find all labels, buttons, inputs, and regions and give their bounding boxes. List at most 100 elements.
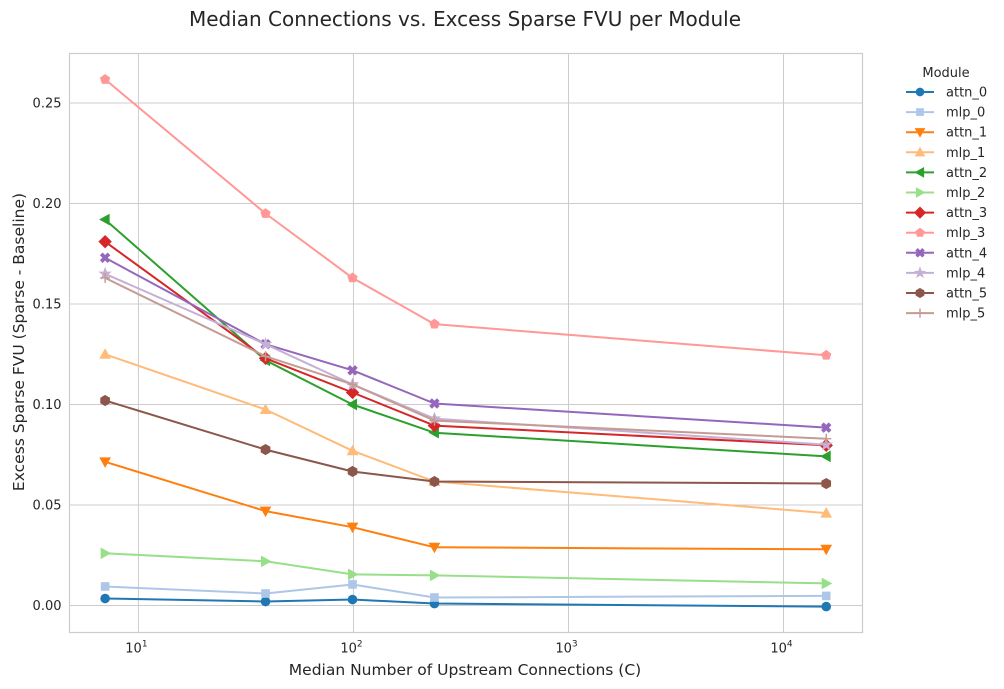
y-tick-label: 0.15 [33, 297, 62, 312]
data-point [261, 589, 270, 598]
x-tick-label: 103 [555, 640, 577, 657]
legend-label: attn_5 [946, 287, 987, 302]
data-point [347, 272, 358, 283]
legend-label: mlp_4 [946, 266, 985, 281]
data-point [259, 506, 272, 518]
data-point [821, 477, 832, 490]
series-attn-2 [99, 213, 831, 463]
series-line [104, 256, 827, 429]
data-point [100, 394, 110, 407]
legend-label: attn_0 [946, 86, 987, 101]
data-point [260, 208, 271, 218]
legend-item: mlp_5 [906, 307, 985, 322]
y-tick-label: 0.20 [33, 197, 62, 212]
legend-item: mlp_2 [906, 186, 985, 201]
series-line [104, 460, 827, 551]
data-point [915, 227, 925, 237]
series-attn-4 [99, 252, 832, 433]
data-point [348, 580, 357, 589]
data-point [346, 444, 359, 456]
series-attn-1 [99, 457, 833, 556]
data-point [821, 349, 832, 360]
legend-item: attn_1 [906, 126, 987, 141]
legend-label: attn_1 [946, 126, 987, 141]
series-attn-3 [98, 234, 833, 453]
data-point [820, 450, 831, 463]
series-group [98, 74, 833, 612]
series-attn-0 [100, 593, 832, 612]
data-point [99, 213, 110, 226]
data-point [99, 252, 111, 263]
data-point [916, 108, 924, 116]
data-point [98, 234, 112, 249]
data-point [820, 507, 833, 518]
data-point [429, 415, 440, 426]
series-line [105, 552, 827, 585]
legend-item: mlp_3 [906, 226, 985, 241]
data-point [819, 437, 833, 451]
data-point [429, 475, 440, 488]
data-point [821, 577, 833, 590]
legend-title: Module [922, 66, 969, 81]
chart-title: Median Connections vs. Excess Sparse FVU… [189, 7, 741, 31]
data-point [914, 146, 926, 157]
legend-item: mlp_4 [906, 266, 985, 281]
series-line [104, 399, 827, 485]
data-point [99, 348, 111, 359]
data-point [429, 569, 441, 582]
legend-label: attn_3 [946, 206, 987, 221]
x-tick-label: 104 [770, 640, 793, 657]
data-point [914, 167, 925, 178]
y-tick-label: 0.10 [33, 398, 62, 413]
data-point [913, 206, 927, 219]
series-mlp-5 [100, 272, 832, 444]
y-axis-label: Excess Sparse FVU (Sparse - Baseline) [10, 193, 28, 491]
grid [69, 53, 863, 633]
data-point [347, 594, 358, 605]
data-point [100, 547, 112, 560]
legend-label: mlp_0 [946, 106, 985, 121]
legend-item: attn_0 [906, 86, 987, 101]
data-point [820, 544, 833, 556]
data-point [428, 542, 441, 554]
data-point [913, 266, 927, 279]
legend-label: mlp_2 [946, 186, 985, 201]
y-ticks: 0.00 0.05 0.10 0.15 0.20 0.25 [33, 96, 62, 614]
data-point [346, 398, 358, 411]
series-line [104, 277, 827, 440]
legend-item: attn_4 [906, 246, 987, 261]
series-attn-5 [100, 394, 832, 490]
data-point [915, 187, 926, 198]
y-tick-label: 0.00 [33, 599, 62, 614]
data-point [99, 457, 111, 468]
legend-item: attn_5 [906, 287, 987, 302]
legend-label: mlp_5 [946, 307, 985, 322]
legend-item: mlp_0 [906, 106, 985, 121]
x-tick-label: 101 [125, 640, 147, 657]
data-point [348, 568, 359, 581]
plot-frame [68, 52, 864, 634]
data-point [429, 318, 440, 329]
data-point [915, 287, 925, 299]
data-point [99, 74, 111, 84]
data-point [914, 128, 926, 138]
data-point [260, 596, 271, 607]
series-mlp-2 [100, 547, 833, 590]
x-ticks: 101 102 103 104 [125, 640, 793, 657]
legend-item: attn_2 [906, 166, 987, 181]
data-point [259, 403, 272, 415]
data-point [345, 385, 360, 400]
data-point [821, 601, 832, 612]
data-point [100, 593, 110, 604]
series-mlp-3 [99, 74, 832, 360]
data-point [915, 308, 925, 318]
legend-label: attn_4 [946, 246, 987, 261]
data-point [260, 443, 271, 456]
data-point [821, 422, 832, 433]
y-tick-label: 0.25 [33, 96, 62, 111]
data-point [821, 433, 832, 444]
x-axis-label: Median Number of Upstream Connections (C… [289, 661, 641, 679]
data-point [347, 465, 358, 478]
series-line [105, 583, 827, 599]
